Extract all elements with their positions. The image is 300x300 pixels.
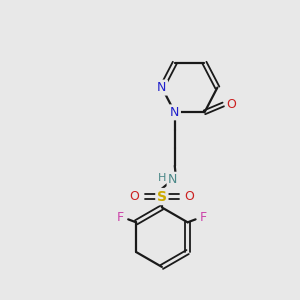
- Text: N: N: [157, 81, 167, 94]
- Text: O: O: [226, 98, 236, 111]
- Text: F: F: [200, 211, 207, 224]
- Text: F: F: [117, 211, 124, 224]
- Text: S: S: [157, 190, 167, 204]
- Text: O: O: [129, 190, 139, 203]
- Text: H: H: [158, 173, 166, 183]
- Text: N: N: [168, 173, 178, 186]
- Text: N: N: [170, 106, 179, 119]
- Text: O: O: [185, 190, 195, 203]
